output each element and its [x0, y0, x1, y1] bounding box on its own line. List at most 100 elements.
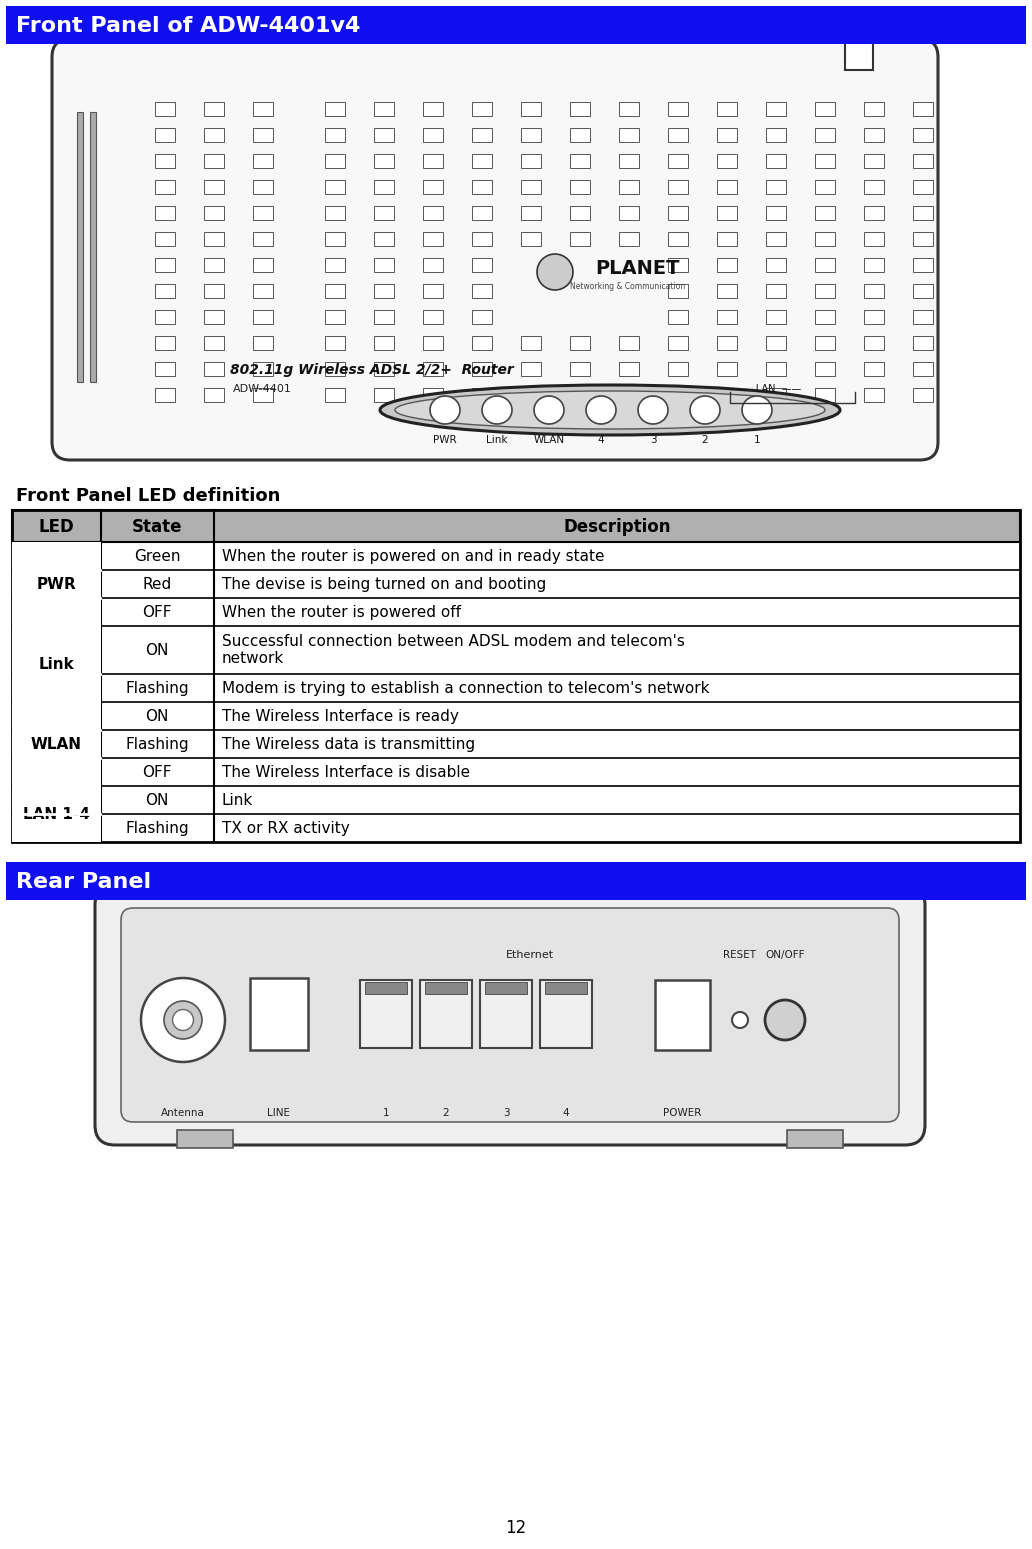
Bar — [250, 977, 308, 1050]
Bar — [155, 180, 175, 194]
Text: ON: ON — [146, 708, 169, 723]
Bar — [155, 232, 175, 246]
Bar — [374, 102, 394, 116]
Bar — [913, 206, 933, 220]
Bar — [204, 283, 224, 297]
Text: Red: Red — [142, 576, 171, 592]
Text: TX or RX activity: TX or RX activity — [222, 821, 350, 835]
Text: PLANET: PLANET — [595, 259, 679, 277]
Bar — [6, 861, 1026, 900]
Bar — [12, 510, 1020, 542]
Bar — [253, 310, 273, 324]
Text: RESET: RESET — [723, 950, 756, 960]
Bar — [913, 232, 933, 246]
Ellipse shape — [164, 1001, 202, 1039]
Ellipse shape — [172, 1010, 193, 1030]
Bar — [472, 129, 492, 143]
Bar — [12, 510, 1020, 843]
Bar — [374, 180, 394, 194]
Text: The devise is being turned on and booting: The devise is being turned on and bootin… — [222, 576, 546, 592]
Bar — [913, 180, 933, 194]
Text: Flashing: Flashing — [125, 821, 189, 835]
Bar — [619, 102, 639, 116]
Bar — [766, 283, 786, 297]
Bar — [253, 362, 273, 376]
Bar — [521, 102, 541, 116]
Bar — [472, 180, 492, 194]
Bar — [766, 102, 786, 116]
Ellipse shape — [430, 397, 460, 424]
Text: 4: 4 — [598, 435, 605, 445]
Text: LAN 1-4: LAN 1-4 — [23, 807, 90, 821]
Text: POWER: POWER — [664, 1108, 702, 1118]
Text: PWR: PWR — [433, 435, 457, 445]
Text: When the router is powered on and in ready state: When the router is powered on and in rea… — [222, 548, 604, 564]
Bar — [253, 232, 273, 246]
Bar — [472, 336, 492, 350]
Text: Green: Green — [134, 548, 181, 564]
Bar — [485, 982, 527, 994]
Bar — [423, 153, 443, 167]
Text: LINE: LINE — [267, 1108, 290, 1118]
FancyBboxPatch shape — [52, 39, 938, 460]
Bar — [655, 981, 710, 1050]
Bar — [360, 981, 412, 1049]
Bar — [864, 180, 884, 194]
Bar — [815, 283, 835, 297]
Bar — [521, 362, 541, 376]
Bar — [668, 180, 688, 194]
Text: Networking & Communication: Networking & Communication — [570, 282, 685, 291]
Bar — [325, 283, 345, 297]
Bar — [787, 1131, 843, 1148]
Bar — [155, 310, 175, 324]
Bar — [521, 387, 541, 403]
Bar — [619, 387, 639, 403]
Bar — [472, 232, 492, 246]
Text: Description: Description — [563, 517, 671, 536]
Bar — [155, 259, 175, 273]
Bar — [204, 206, 224, 220]
Bar — [178, 1131, 233, 1148]
Bar — [570, 102, 590, 116]
Bar — [253, 387, 273, 403]
Bar — [766, 232, 786, 246]
Bar — [325, 336, 345, 350]
Bar — [668, 362, 688, 376]
Bar — [570, 336, 590, 350]
Ellipse shape — [141, 977, 225, 1063]
Bar — [668, 206, 688, 220]
Bar — [90, 112, 96, 383]
Bar — [815, 387, 835, 403]
Bar — [864, 336, 884, 350]
Bar — [12, 785, 101, 843]
Bar — [521, 180, 541, 194]
Bar — [472, 283, 492, 297]
Bar — [864, 129, 884, 143]
Text: Link: Link — [38, 657, 74, 672]
FancyBboxPatch shape — [95, 884, 925, 1145]
Bar — [521, 129, 541, 143]
Bar — [668, 336, 688, 350]
Bar — [619, 336, 639, 350]
Ellipse shape — [690, 397, 720, 424]
Bar — [374, 129, 394, 143]
Bar — [619, 153, 639, 167]
Bar — [766, 336, 786, 350]
Bar — [423, 310, 443, 324]
Bar — [864, 362, 884, 376]
Bar — [253, 259, 273, 273]
Bar — [864, 283, 884, 297]
Bar — [668, 232, 688, 246]
Text: Antenna: Antenna — [161, 1108, 205, 1118]
Bar — [374, 310, 394, 324]
Bar — [815, 310, 835, 324]
Bar — [253, 206, 273, 220]
Bar — [815, 153, 835, 167]
Bar — [423, 259, 443, 273]
Bar — [472, 102, 492, 116]
Bar — [668, 129, 688, 143]
Text: 2: 2 — [443, 1108, 449, 1118]
Bar — [668, 102, 688, 116]
Bar — [619, 129, 639, 143]
Bar — [472, 153, 492, 167]
